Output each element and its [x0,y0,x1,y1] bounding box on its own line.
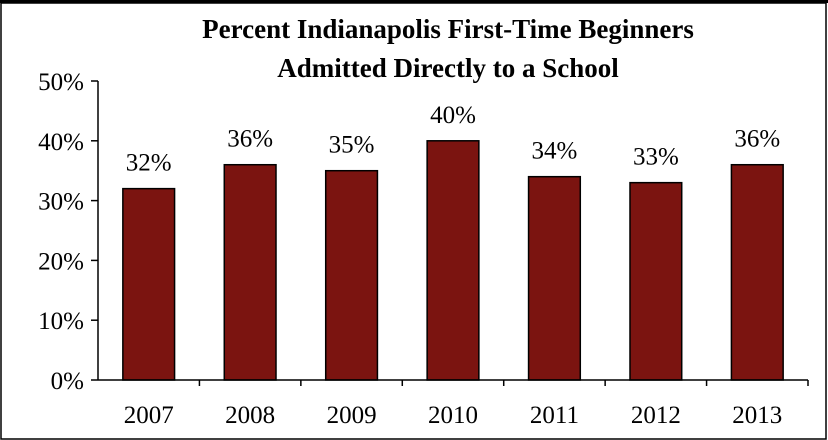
y-tick-label: 50% [38,69,84,96]
data-label-2007: 32% [126,150,172,177]
bar-2013 [730,163,784,381]
x-tick-label-2010: 2010 [428,402,478,429]
data-label-2009: 35% [329,132,375,159]
data-labels: 32% 36% 35% 40% 34% 33% 36% [126,102,780,177]
y-tick-label: 0% [51,368,84,395]
x-tick-label-2009: 2009 [327,402,377,429]
x-tick-label-2013: 2013 [732,402,782,429]
bar-2009 [324,169,379,381]
data-label-2010: 40% [430,102,476,129]
y-tick-label: 20% [38,248,84,275]
y-tick-label: 40% [38,129,84,156]
data-label-2013: 36% [734,126,780,153]
bar-2012 [629,181,683,381]
x-tick-label-2008: 2008 [225,402,275,429]
y-axis: 0% 10% 20% 30% 40% 50% [38,69,99,395]
y-tick-label: 30% [38,189,84,216]
chart-title-line-1: Percent Indianapolis First-Time Beginner… [202,14,694,44]
data-label-2011: 34% [532,138,578,165]
x-tick-label-2012: 2012 [631,402,681,429]
y-tick-label: 10% [38,308,84,335]
bar-2011 [527,175,582,381]
x-tick-label-2011: 2011 [530,402,579,429]
x-axis: 2007 2008 2009 2010 2011 2012 2013 [98,379,809,429]
chart-title-line-2: Admitted Directly to a School [277,53,619,83]
bars [122,140,784,381]
data-label-2008: 36% [227,126,273,153]
bar-2010 [426,140,480,381]
caption-strip [0,0,828,3]
x-tick-label-2007: 2007 [124,402,174,429]
bar-2007 [122,187,176,381]
bar-2008 [223,163,277,381]
data-label-2012: 33% [633,144,679,171]
